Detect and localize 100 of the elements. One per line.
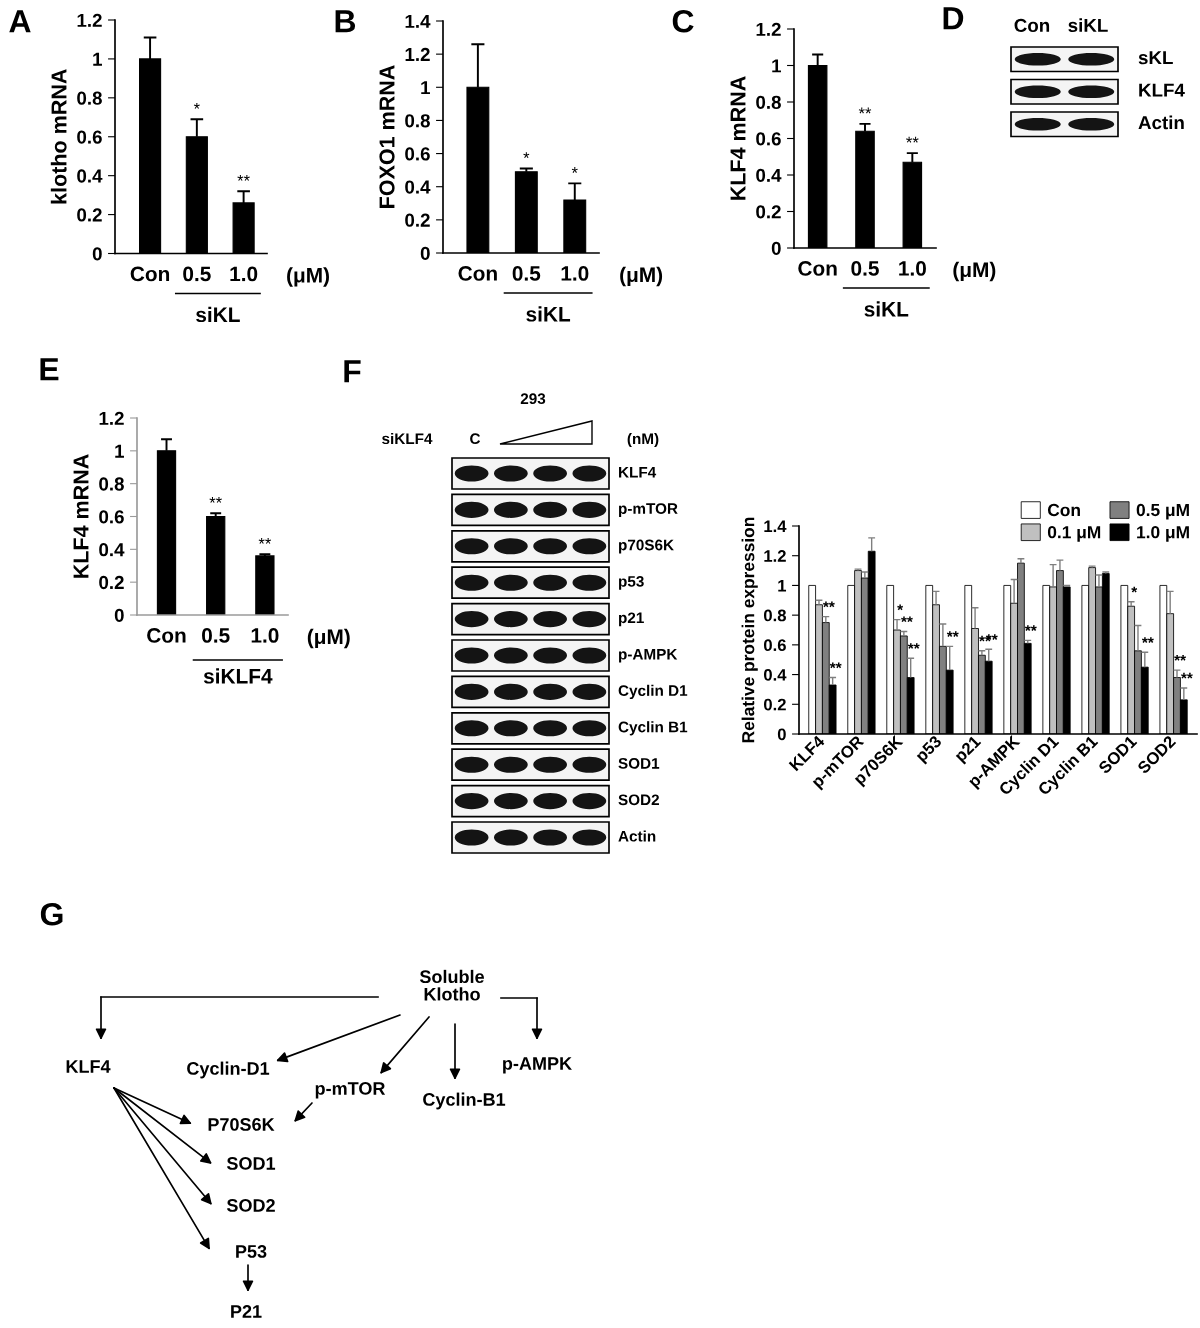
x-tick-label: 1.0 bbox=[561, 266, 589, 281]
y-tick-label: 0 bbox=[420, 246, 430, 260]
y-tick-label: 0.2 bbox=[756, 205, 781, 219]
x-tick-label: Con bbox=[458, 266, 497, 281]
text: siKL bbox=[196, 306, 240, 323]
category-label: Cyclin D1 bbox=[618, 684, 688, 700]
y-tick-label: 1.2 bbox=[756, 22, 781, 36]
y-tick-label: 0.6 bbox=[405, 147, 430, 161]
y-tick-label: 1 bbox=[778, 580, 787, 592]
y-tick-label: 0.8 bbox=[763, 609, 786, 622]
data-label: ** bbox=[1141, 637, 1154, 643]
x-axis-title: (μM) bbox=[287, 267, 329, 287]
text: P21 bbox=[231, 1305, 262, 1318]
y-tick-label: 1.4 bbox=[764, 520, 787, 533]
data-label: ** bbox=[858, 107, 872, 114]
legend-label: 1.0 μM bbox=[1137, 526, 1189, 542]
text: siKLF4 bbox=[203, 668, 273, 684]
legend-label: 0.1 μM bbox=[1047, 526, 1101, 542]
text: C bbox=[470, 433, 481, 445]
text: p-AMPK bbox=[503, 1057, 572, 1074]
data-label: * bbox=[523, 152, 530, 159]
category-label: Cyclin B1 bbox=[618, 721, 688, 736]
data-label: ** bbox=[901, 616, 913, 623]
data-label: ** bbox=[946, 631, 959, 637]
y-tick-label: 1.2 bbox=[99, 411, 124, 425]
x-tick-label: Con bbox=[130, 266, 170, 282]
y-tick-label: 1.2 bbox=[405, 47, 430, 61]
y-tick-label: 0.8 bbox=[405, 114, 430, 128]
text: Cyclin-B1 bbox=[423, 1092, 506, 1110]
y-tick-label: 1 bbox=[115, 444, 124, 458]
text: siKL bbox=[864, 301, 909, 317]
data-label: ** bbox=[237, 174, 250, 181]
y-tick-label: 0.2 bbox=[405, 213, 430, 227]
y-tick-label: 1 bbox=[421, 81, 430, 95]
y-tick-label: 0.2 bbox=[763, 698, 786, 711]
x-tick-label: 1.0 bbox=[899, 261, 926, 276]
y-tick-label: 0.6 bbox=[763, 639, 786, 652]
chart-title: C bbox=[672, 9, 694, 33]
category-label: p53 bbox=[619, 575, 644, 590]
y-axis-title: KLF4 mRNA bbox=[73, 454, 89, 578]
text: KLF4 bbox=[66, 1060, 111, 1073]
y-tick-label: 1.2 bbox=[77, 13, 102, 27]
category-label: p-mTOR bbox=[619, 503, 678, 518]
y-tick-label: 0.6 bbox=[99, 510, 124, 524]
y-tick-label: 0.4 bbox=[99, 543, 125, 557]
text: (nM) bbox=[627, 432, 659, 448]
x-tick-label: 0.5 bbox=[202, 628, 230, 643]
category-label: p-AMPK bbox=[619, 648, 678, 663]
category-label: Actin bbox=[618, 830, 656, 842]
category-label: sKL bbox=[1138, 51, 1173, 65]
y-tick-label: 0.4 bbox=[756, 168, 782, 182]
y-tick-label: 0 bbox=[771, 241, 781, 255]
chart-title: E bbox=[40, 358, 59, 381]
text: SOD2 bbox=[226, 1199, 275, 1212]
y-tick-label: 1.4 bbox=[405, 14, 431, 28]
y-tick-label: 1 bbox=[772, 59, 781, 73]
y-tick-label: 0.4 bbox=[77, 169, 103, 183]
x-tick-label: Con bbox=[798, 261, 837, 276]
y-tick-label: 1 bbox=[93, 52, 102, 66]
legend-label: Con bbox=[1047, 503, 1080, 517]
x-tick-label: Con bbox=[147, 628, 186, 643]
y-axis-title: Relative protein expression bbox=[741, 517, 758, 743]
x-tick-label: 0.5 bbox=[183, 266, 211, 282]
category-label: KLF4 bbox=[1139, 83, 1185, 97]
y-axis-title: klotho mRNA bbox=[50, 69, 67, 204]
data-label: * bbox=[571, 167, 578, 173]
y-tick-label: 0 bbox=[777, 728, 786, 741]
category-label: p21 bbox=[619, 612, 644, 627]
x-axis-title: (μM) bbox=[307, 628, 350, 649]
text: F bbox=[344, 360, 361, 383]
data-label: * bbox=[897, 604, 904, 611]
x-tick-label: 1.0 bbox=[230, 266, 258, 282]
data-label: ** bbox=[209, 496, 222, 503]
y-axis-title: FOXO1 mRNA bbox=[379, 65, 395, 208]
legend-label: 0.5 μM bbox=[1136, 503, 1189, 520]
y-tick-label: 0.6 bbox=[756, 132, 781, 146]
y-tick-label: 0.4 bbox=[763, 668, 787, 681]
chart-title: A bbox=[9, 10, 31, 33]
chart-title: B bbox=[335, 10, 356, 33]
y-axis-title: KLF4 mRNA bbox=[730, 76, 746, 200]
data-label: ** bbox=[906, 136, 919, 143]
data-label: ** bbox=[1174, 655, 1186, 661]
text: G bbox=[40, 902, 63, 926]
y-tick-label: 0.2 bbox=[77, 208, 102, 222]
text: Soluble Klotho bbox=[419, 969, 484, 1001]
data-label: * bbox=[1131, 586, 1138, 593]
data-label: ** bbox=[829, 662, 842, 669]
y-tick-label: 0.4 bbox=[405, 180, 431, 194]
text: D bbox=[943, 7, 964, 30]
y-tick-label: 0.8 bbox=[756, 95, 781, 109]
text: Cyclin-D1 bbox=[187, 1061, 270, 1079]
x-tick-label: 1.0 bbox=[251, 628, 279, 643]
y-tick-label: 0 bbox=[92, 247, 102, 261]
category-label: KLF4 bbox=[619, 466, 657, 478]
data-label: ** bbox=[907, 643, 920, 649]
text: P53 bbox=[236, 1245, 267, 1258]
y-tick-label: 0.8 bbox=[99, 477, 124, 491]
y-tick-label: 1.2 bbox=[764, 550, 786, 562]
y-tick-label: 0.2 bbox=[99, 575, 124, 590]
data-label: ** bbox=[1181, 672, 1193, 679]
